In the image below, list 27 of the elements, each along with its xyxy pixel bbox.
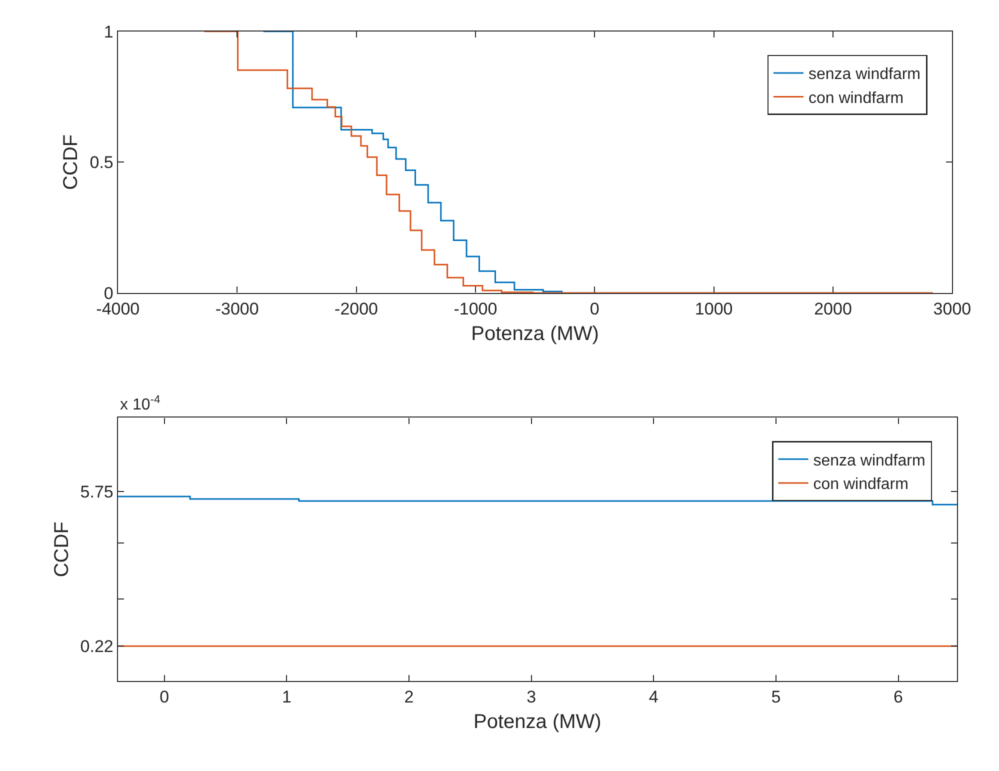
x-tick-label: 3000 bbox=[933, 299, 972, 318]
y-axis-title: CCDF bbox=[60, 134, 82, 190]
y-axis-title: CCDF bbox=[50, 522, 73, 578]
x-tick-label: 4 bbox=[648, 688, 658, 707]
x-tick-label: -3000 bbox=[215, 299, 259, 318]
legend-label: con windfarm bbox=[808, 90, 904, 107]
text: x 10$^{-4}$ bbox=[120, 394, 160, 414]
y-tick-label: 0.5 bbox=[90, 153, 114, 172]
legend-label: con windfarm bbox=[813, 476, 908, 494]
x-tick-label: 0 bbox=[160, 688, 170, 707]
y-tick-label: 5.75 bbox=[80, 482, 114, 502]
y-tick-label: 1 bbox=[104, 22, 114, 42]
legend-label: senza windfarm bbox=[813, 452, 926, 470]
x-tick-label: 6 bbox=[894, 688, 904, 707]
x-tick-label: 2 bbox=[404, 688, 414, 707]
x-tick-label: 1 bbox=[282, 688, 292, 707]
x-tick-label: 3 bbox=[526, 688, 536, 707]
x-axis-title: Potenza (MW) bbox=[471, 322, 599, 345]
x-tick-label: -2000 bbox=[334, 299, 378, 318]
x-tick-label: 0 bbox=[590, 299, 600, 318]
x-tick-label: 5 bbox=[771, 688, 781, 707]
legend-label: senza windfarm bbox=[808, 66, 921, 84]
x-tick-label: 1000 bbox=[694, 299, 733, 318]
y-tick-label: 0.22 bbox=[80, 637, 114, 656]
x-tick-label: -1000 bbox=[454, 299, 498, 318]
x-tick-label: 2000 bbox=[814, 299, 852, 318]
x-axis-title: Potenza (MW) bbox=[474, 711, 602, 734]
